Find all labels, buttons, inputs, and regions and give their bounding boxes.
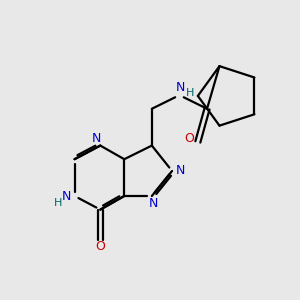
Text: H: H: [186, 88, 194, 98]
Text: N: N: [92, 133, 101, 146]
Text: N: N: [149, 197, 158, 210]
Text: N: N: [62, 190, 71, 202]
Text: O: O: [184, 133, 194, 146]
Text: O: O: [95, 240, 105, 253]
Text: N: N: [176, 81, 186, 94]
Text: N: N: [176, 164, 186, 177]
Text: H: H: [54, 198, 62, 208]
